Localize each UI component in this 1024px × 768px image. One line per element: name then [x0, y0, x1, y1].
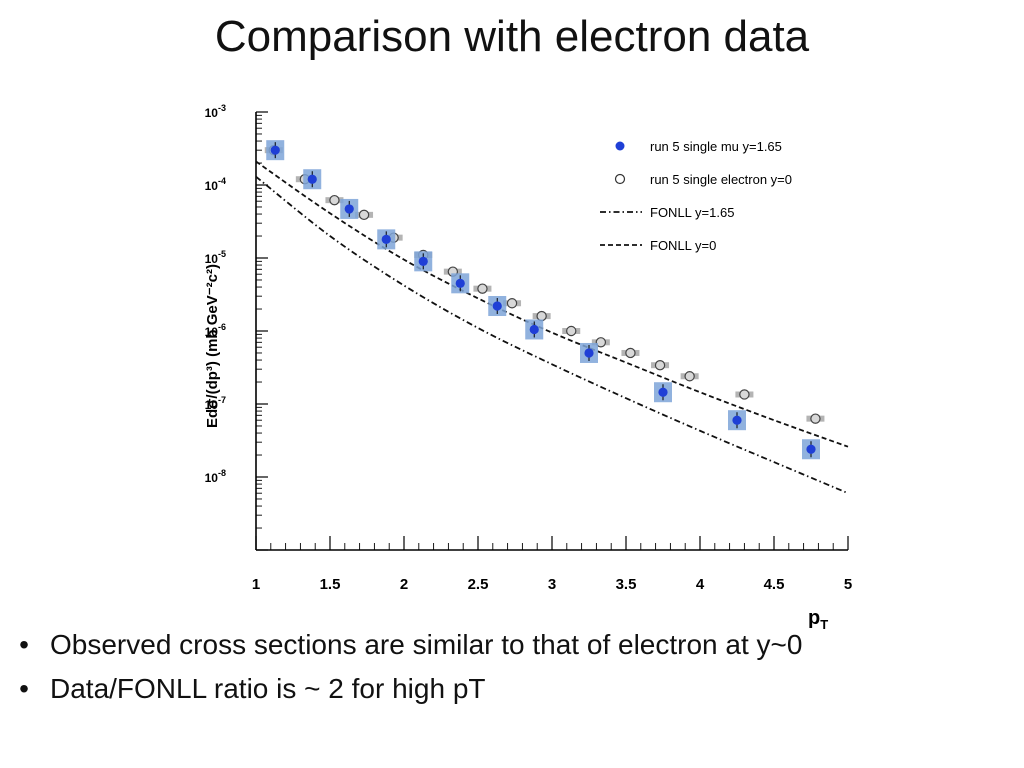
- legend-label: run 5 single mu y=1.65: [650, 139, 782, 154]
- electron-data-point: [739, 389, 750, 400]
- bullet-text: Data/FONLL ratio is ~ 2 for high pT: [50, 673, 486, 704]
- bullet-text: Observed cross sections are similar to t…: [50, 629, 803, 660]
- y-tick-label: 10-3: [205, 103, 226, 120]
- bullet-item: • Data/FONLL ratio is ~ 2 for high pT: [14, 672, 802, 706]
- slide-title: Comparison with electron data: [214, 12, 810, 61]
- electron-data-point: [536, 310, 547, 322]
- x-tick-label: 1: [252, 576, 260, 593]
- muon-data-point: [381, 234, 391, 244]
- y-tick-label: 10-5: [205, 249, 226, 266]
- y-tick-label: 10-8: [205, 468, 226, 485]
- bullet-dot-icon: •: [19, 629, 29, 660]
- muon-data-point: [344, 204, 354, 214]
- bullet-list: • Observed cross sections are similar to …: [14, 628, 802, 716]
- x-tick-label: 2.5: [468, 576, 489, 593]
- electron-data-point: [625, 347, 636, 359]
- muon-data-point: [732, 415, 742, 425]
- electron-data-point: [329, 194, 340, 206]
- electron-data-point: [358, 209, 370, 221]
- legend-electron-marker: [614, 173, 626, 185]
- x-tick-label: 4.5: [764, 576, 785, 593]
- muon-data-point: [658, 387, 668, 397]
- muon-data-point: [270, 145, 280, 155]
- muon-data-point: [492, 301, 502, 311]
- x-tick-label: 1.5: [320, 576, 341, 593]
- y-axis-title: Edσ/(dp³) (mb GeV⁻²c²): [204, 264, 221, 428]
- fonll-y165-curve: [256, 175, 849, 495]
- legend-mu-marker: [615, 141, 625, 151]
- y-tick-label: 10-6: [205, 322, 226, 339]
- x-tick-label: 3.5: [616, 576, 637, 593]
- x-tick-label: 3: [548, 576, 556, 593]
- bullet-dot-icon: •: [19, 673, 29, 704]
- muon-data-point: [584, 348, 594, 358]
- muon-data-point: [307, 174, 317, 184]
- electron-data-point: [566, 325, 577, 337]
- bullet-item: • Observed cross sections are similar to …: [14, 628, 802, 662]
- x-axis-title: pT: [808, 607, 828, 632]
- x-tick-label: 4: [696, 576, 705, 593]
- x-tick-label: 2: [400, 576, 408, 593]
- electron-data-point: [810, 413, 821, 424]
- fonll-y0-curve: [256, 160, 849, 448]
- electron-data-point: [506, 298, 518, 309]
- y-tick-label: 10-7: [205, 395, 226, 412]
- electron-data-point: [684, 371, 695, 382]
- figure-panel: 10-3 10-4 10-5 10-6 10-7 10-8 1 1.5 2 2.5 3 3.5 4 4.5…: [190, 84, 870, 636]
- electron-data-point: [595, 337, 607, 348]
- electron-data-point: [477, 283, 488, 294]
- legend-label: FONLL y=0: [650, 238, 716, 253]
- cross-section-chart: 10-3 10-4 10-5 10-6 10-7 10-8 1 1.5 2 2.5 3 3.5 4 4.5…: [204, 103, 852, 632]
- electron-data-point: [654, 360, 666, 371]
- legend-label: run 5 single electron y=0: [650, 172, 792, 187]
- x-tick-label: 5: [844, 576, 852, 593]
- muon-data-point: [529, 324, 539, 335]
- legend-label: FONLL y=1.65: [650, 205, 734, 220]
- muon-data-point: [806, 444, 816, 454]
- muon-data-point: [455, 278, 465, 288]
- muon-data-point: [418, 256, 428, 266]
- y-tick-label: 10-4: [205, 176, 226, 193]
